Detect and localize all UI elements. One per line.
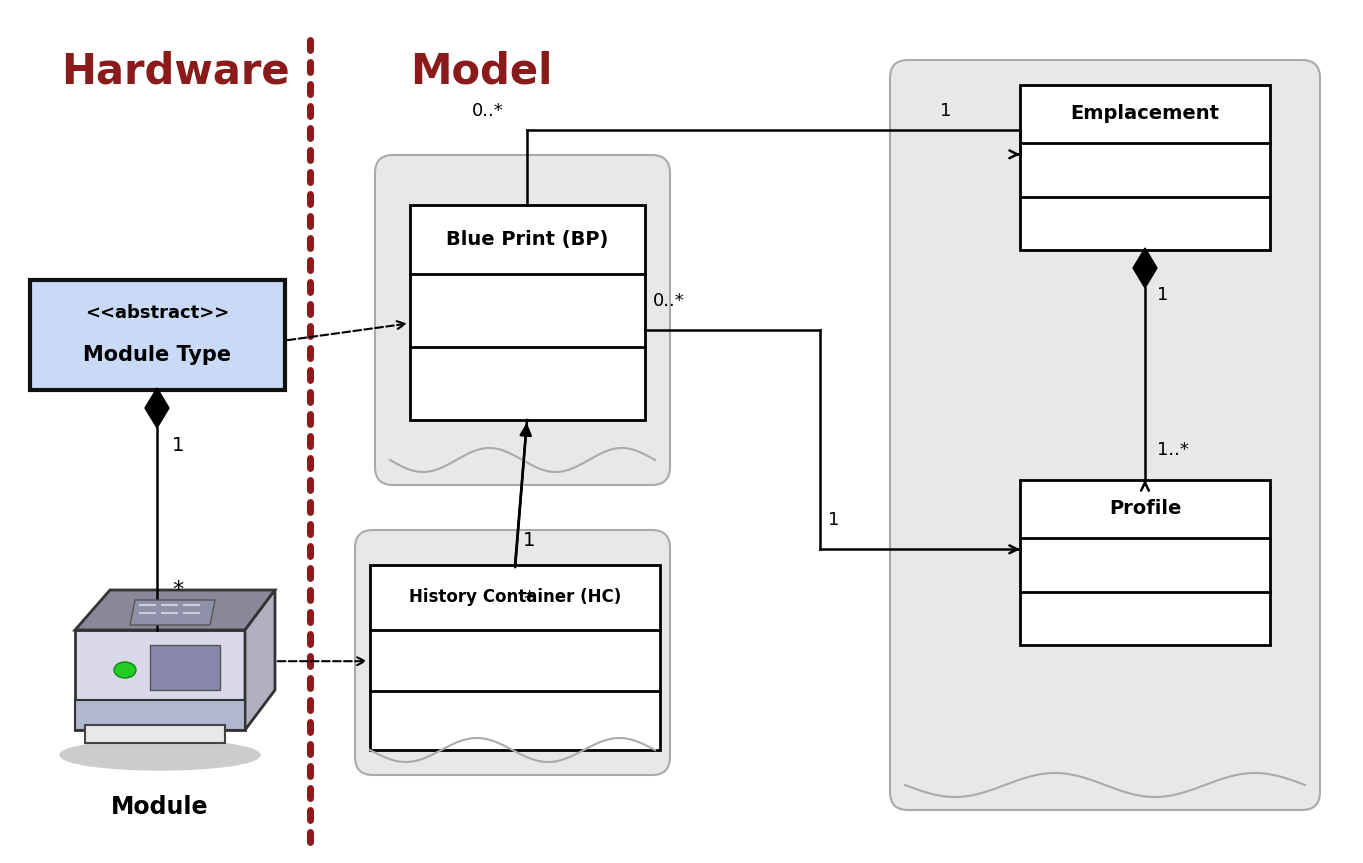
Bar — [1020, 480, 1270, 645]
Bar — [369, 565, 660, 750]
Text: 1: 1 — [523, 531, 536, 550]
Text: *: * — [523, 590, 534, 610]
Text: Emplacement: Emplacement — [1070, 104, 1220, 123]
Ellipse shape — [60, 740, 260, 770]
Bar — [150, 645, 219, 690]
FancyBboxPatch shape — [354, 530, 671, 775]
Text: 0..*: 0..* — [472, 102, 504, 120]
Bar — [85, 725, 225, 743]
Text: Module Type: Module Type — [83, 345, 232, 365]
Polygon shape — [75, 700, 245, 730]
Text: 1: 1 — [827, 511, 840, 529]
Text: Profile: Profile — [1109, 500, 1182, 519]
Polygon shape — [245, 590, 275, 730]
Text: Model: Model — [410, 50, 552, 92]
Text: Blue Print (BP): Blue Print (BP) — [446, 230, 609, 249]
FancyBboxPatch shape — [375, 155, 671, 485]
Text: 1: 1 — [172, 436, 184, 455]
Text: 1..*: 1..* — [1157, 441, 1189, 459]
Text: History Container (HC): History Container (HC) — [409, 589, 622, 607]
Polygon shape — [75, 630, 245, 730]
Polygon shape — [75, 590, 275, 630]
Text: Module: Module — [112, 795, 209, 819]
Polygon shape — [129, 600, 215, 625]
Text: *: * — [172, 580, 183, 600]
Text: 0..*: 0..* — [653, 292, 684, 310]
Text: <<abstract>>: <<abstract>> — [86, 304, 229, 322]
Bar — [30, 280, 285, 390]
Bar — [410, 205, 645, 420]
Ellipse shape — [114, 662, 136, 678]
FancyBboxPatch shape — [890, 60, 1319, 810]
Polygon shape — [144, 388, 169, 428]
Bar — [1020, 85, 1270, 250]
Text: 1: 1 — [1157, 286, 1168, 304]
Polygon shape — [1133, 248, 1157, 288]
Text: 1: 1 — [940, 102, 951, 120]
Text: Hardware: Hardware — [61, 50, 289, 92]
